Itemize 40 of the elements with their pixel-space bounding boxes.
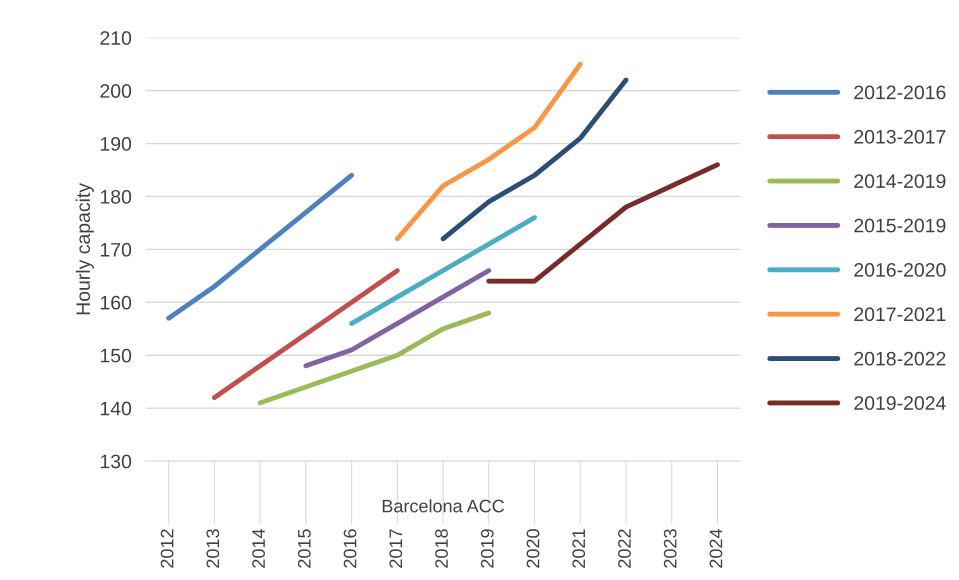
x-tick-label: 2018 <box>435 529 448 568</box>
y-axis-title: Hourly capacity <box>76 182 94 314</box>
legend-label: 2014-2019 <box>854 174 946 188</box>
x-tick-label: 2015 <box>298 529 311 568</box>
y-tick-label: 160 <box>100 296 132 310</box>
y-tick-label: 140 <box>100 402 132 416</box>
legend-label: 2013-2017 <box>854 130 946 144</box>
y-tick-label: 180 <box>100 190 132 204</box>
x-tick-label: 2023 <box>664 529 677 568</box>
y-tick-label: 210 <box>100 31 132 45</box>
legend-label: 2015-2019 <box>854 218 946 232</box>
x-tick-label: 2012 <box>160 529 174 568</box>
x-tick-label: 2019 <box>480 529 494 568</box>
line-series <box>394 62 583 242</box>
line-series <box>212 268 400 400</box>
x-tick-label: 2024 <box>710 528 722 568</box>
line-series <box>486 162 720 284</box>
y-tick-label: 170 <box>100 242 132 257</box>
y-tick-label: 190 <box>100 137 132 151</box>
x-tick-label: 2016 <box>344 529 356 568</box>
legend-label: 2012-2016 <box>854 86 946 100</box>
line-series <box>349 215 537 326</box>
x-tick-label: 2013 <box>206 529 220 568</box>
x-tick-label: 2014 <box>252 528 265 568</box>
y-tick-label: 130 <box>100 454 132 468</box>
x-tick-label: 2021 <box>572 529 586 568</box>
legend-label: 2016-2020 <box>854 263 946 277</box>
y-tick-label: 150 <box>100 348 132 362</box>
line-series <box>258 310 492 406</box>
line-series <box>303 268 492 368</box>
legend-label: 2017-2021 <box>854 307 946 322</box>
x-tick-label: 2022 <box>618 529 631 568</box>
x-tick-label: 2020 <box>526 529 540 568</box>
x-tick-label: 2017 <box>389 529 402 568</box>
y-tick-label: 200 <box>100 84 132 98</box>
line-series <box>166 172 354 321</box>
line-series <box>440 78 628 242</box>
legend-label: 2019-2024 <box>854 396 946 410</box>
x-axis-title: Barcelona ACC <box>382 499 504 512</box>
legend-label: 2018-2022 <box>854 352 946 366</box>
